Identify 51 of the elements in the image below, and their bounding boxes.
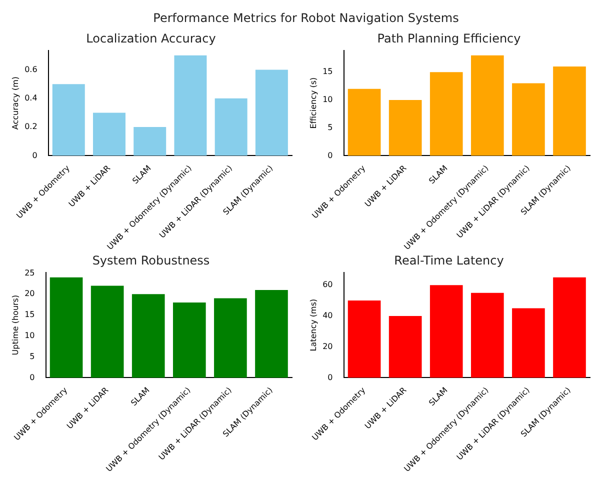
y-axis-title: Efficiency (s) xyxy=(308,77,318,129)
bar xyxy=(348,88,381,156)
bar xyxy=(172,302,206,378)
bar xyxy=(92,112,126,156)
y-tick-label: 15 xyxy=(322,67,333,76)
y-axis-title: Accuracy (m) xyxy=(10,76,20,130)
y-tick-label: 40 xyxy=(322,311,333,320)
y-tick-label: 15 xyxy=(24,310,35,320)
text: Performance Metrics for Robot Navigation Systems xyxy=(152,10,460,27)
bar xyxy=(553,66,586,156)
bar xyxy=(52,84,85,156)
bar xyxy=(50,277,83,378)
y-tick-label: 25 xyxy=(24,268,35,278)
bar xyxy=(348,300,381,378)
y-tick-label: 10 xyxy=(322,95,333,104)
bar xyxy=(90,286,124,378)
y-tick-label: 0.4 xyxy=(24,93,38,102)
bar xyxy=(214,98,248,156)
y-axis-title: Uptime (hours) xyxy=(10,294,20,356)
bar xyxy=(255,70,288,156)
y-tick-label: 10 xyxy=(24,331,35,340)
bar xyxy=(134,127,166,156)
chart-title: Localization Accuracy xyxy=(86,31,216,46)
bar xyxy=(132,294,165,378)
bar xyxy=(470,292,504,378)
y-tick-label: 0 xyxy=(32,150,38,160)
bar xyxy=(430,285,463,378)
bar xyxy=(255,290,288,378)
bar xyxy=(174,55,207,156)
bar xyxy=(214,298,247,378)
y-tick-label: 0 xyxy=(30,372,35,382)
y-tick-label: 5 xyxy=(30,352,35,361)
y-tick-label: 0 xyxy=(328,150,333,160)
y-tick-label: 20 xyxy=(322,342,333,351)
bar xyxy=(388,316,422,378)
y-tick-label: 0 xyxy=(328,372,333,382)
y-axis-title: Latency (ms) xyxy=(308,298,318,352)
y-tick-label: 0.6 xyxy=(24,64,38,74)
y-tick-label: 0.2 xyxy=(24,122,38,132)
y-tick-label: 5 xyxy=(328,122,333,132)
y-tick-label: 20 xyxy=(24,289,35,298)
bar xyxy=(553,277,586,378)
bar xyxy=(430,72,463,156)
chart-title: Path Planning Efficiency xyxy=(377,31,521,46)
chart-title: System Robustness xyxy=(92,253,210,268)
bar xyxy=(512,83,545,156)
y-tick-label: 60 xyxy=(322,280,333,290)
bar xyxy=(388,100,422,156)
bar xyxy=(470,55,504,156)
bar xyxy=(512,308,545,378)
chart-title: Real-Time Latency xyxy=(394,253,504,268)
